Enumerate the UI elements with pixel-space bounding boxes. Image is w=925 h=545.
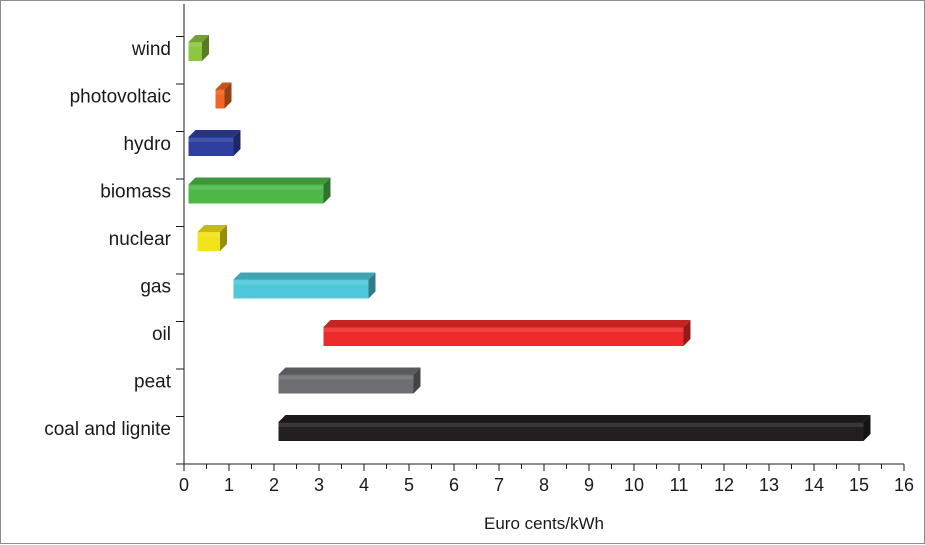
bar-highlight [197, 233, 220, 237]
x-tick-label: 3 [314, 475, 324, 495]
bar-highlight [188, 138, 234, 142]
x-tick-label: 4 [359, 475, 369, 495]
bar-highlight [188, 43, 202, 47]
bar-hydro [188, 130, 241, 156]
bar-top-face [197, 225, 227, 232]
bar-photovoltaic [215, 82, 232, 109]
category-labels: wind photovoltaic hydro biomass nuclear gas oi… [44, 39, 171, 440]
bar-side-face [233, 130, 241, 156]
bar-coal-and-lignite [278, 415, 871, 441]
category-label: wind [131, 39, 171, 60]
bar-top-face [188, 35, 209, 42]
bar-top-face [233, 272, 376, 280]
x-tick-label: 9 [584, 475, 594, 495]
bar-wind [188, 35, 209, 61]
bar-side-face [323, 177, 331, 204]
x-tick-label: 15 [849, 475, 869, 495]
bar-front-face [215, 89, 225, 109]
bar-side-face [202, 35, 209, 61]
x-tick-label: 10 [624, 475, 644, 495]
x-tick-label: 8 [539, 475, 549, 495]
x-axis-label: Euro cents/kWh [484, 514, 604, 533]
bar-top-face [188, 130, 241, 137]
x-tick-label: 16 [894, 475, 914, 495]
bar-highlight [188, 185, 324, 190]
bar-highlight [278, 423, 864, 427]
bar-oil [323, 320, 691, 346]
x-tick-label: 0 [179, 475, 189, 495]
bar-highlight [233, 280, 369, 285]
x-tick-label: 1 [224, 475, 234, 495]
category-label: peat [134, 372, 172, 393]
bar-highlight [278, 375, 414, 380]
bar-top-face [215, 82, 232, 90]
bar-biomass [188, 177, 331, 204]
axes [176, 4, 905, 471]
x-tick-label: 12 [714, 475, 734, 495]
bars [188, 35, 871, 441]
category-label: photovoltaic [70, 87, 171, 108]
bar-nuclear [197, 225, 227, 251]
category-label: coal and lignite [44, 419, 171, 440]
bar-side-face [224, 82, 232, 109]
category-label: hydro [123, 134, 171, 155]
category-label: biomass [100, 182, 171, 203]
category-label: nuclear [109, 229, 172, 250]
bar-side-face [220, 225, 227, 251]
bar-highlight [323, 328, 684, 332]
x-tick-label: 13 [759, 475, 779, 495]
bar-side-face [368, 272, 376, 299]
bar-peat [278, 367, 421, 394]
bar-gas [233, 272, 376, 299]
bar-top-face [278, 415, 871, 422]
bar-highlight [215, 90, 225, 95]
bar-side-face [413, 367, 421, 394]
x-tick-label: 7 [494, 475, 504, 495]
category-label: gas [140, 277, 171, 298]
bar-side-face [863, 415, 871, 441]
category-label: oil [152, 324, 171, 345]
x-tick-label: 14 [804, 475, 824, 495]
x-tick-label: 11 [670, 475, 689, 495]
bar-top-face [323, 320, 691, 327]
x-tick-label: 6 [449, 475, 459, 495]
bar-side-face [683, 320, 691, 346]
bar-top-face [278, 367, 421, 375]
x-tick-label: 5 [404, 475, 414, 495]
tick-labels: 0 1 2 3 4 5 6 7 8 9 10 11 12 13 14 15 16 [179, 475, 914, 495]
bar-top-face [188, 177, 331, 185]
x-tick-label: 2 [269, 475, 279, 495]
